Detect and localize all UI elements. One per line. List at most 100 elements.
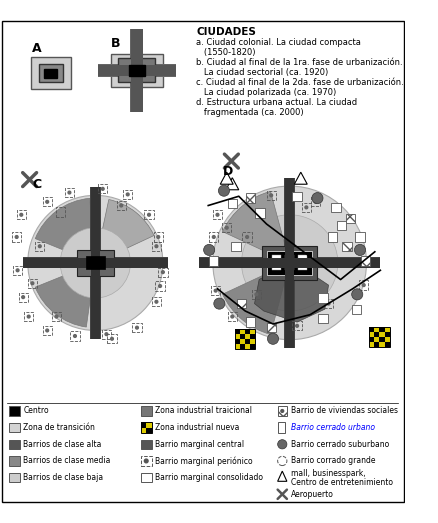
Circle shape (216, 213, 219, 216)
Bar (379, 342, 385, 347)
Circle shape (31, 282, 34, 285)
Bar (131, 29, 144, 112)
Bar (369, 327, 374, 332)
Bar (231, 242, 240, 251)
Bar (385, 327, 390, 332)
Bar (331, 203, 341, 212)
Circle shape (354, 244, 366, 255)
Bar (379, 327, 385, 332)
Text: La ciudad sectorial (ca. 1920): La ciudad sectorial (ca. 1920) (196, 68, 328, 77)
Bar (337, 221, 346, 231)
Bar (298, 263, 307, 270)
Bar (324, 299, 333, 308)
Bar (209, 232, 219, 242)
Bar (251, 344, 255, 349)
Bar (111, 54, 163, 87)
Bar (9, 440, 20, 449)
Text: Barrios de clase alta: Barrios de clase alta (23, 440, 102, 449)
Circle shape (212, 235, 215, 238)
Bar (355, 232, 365, 242)
Circle shape (111, 337, 113, 340)
Bar (52, 312, 61, 321)
Bar (311, 197, 320, 207)
Bar (240, 328, 245, 334)
Bar (213, 210, 222, 219)
Circle shape (155, 245, 158, 247)
Bar (240, 339, 245, 344)
Bar (385, 332, 390, 337)
Bar (369, 332, 374, 337)
Bar (98, 65, 176, 76)
Bar (141, 422, 146, 428)
Bar (243, 232, 252, 242)
Bar (251, 334, 255, 339)
Bar (35, 242, 44, 251)
Circle shape (145, 459, 148, 463)
Bar (31, 58, 71, 89)
Bar (155, 281, 165, 291)
Text: Barrios de clase media: Barrios de clase media (23, 457, 110, 465)
Bar (13, 266, 22, 275)
Circle shape (327, 302, 330, 305)
Text: mall, businesspark,: mall, businesspark, (290, 470, 365, 479)
Text: Barrio marginal consolidado: Barrio marginal consolidado (155, 473, 262, 482)
Bar (123, 190, 132, 199)
Bar (293, 321, 302, 331)
Text: fragmentada (ca. 2000): fragmentada (ca. 2000) (196, 108, 304, 117)
Bar (255, 208, 265, 218)
Bar (228, 312, 237, 321)
Bar (272, 263, 281, 270)
Bar (9, 456, 20, 465)
Bar (42, 197, 52, 207)
Bar (56, 207, 65, 217)
Text: Barrios de clase baja: Barrios de clase baja (23, 473, 103, 482)
Circle shape (120, 204, 123, 207)
Bar (129, 65, 145, 76)
Bar (361, 256, 370, 266)
Circle shape (16, 269, 19, 271)
Circle shape (281, 410, 284, 412)
Bar (240, 334, 245, 339)
Text: Barrio cerrado urbano: Barrio cerrado urbano (290, 423, 374, 432)
Bar (152, 242, 161, 251)
Bar (374, 332, 379, 337)
Circle shape (39, 245, 41, 247)
Text: b. Ciudad al final de la 1ra. fase de urbanización.: b. Ciudad al final de la 1ra. fase de ur… (196, 58, 403, 67)
Text: Barrio corrado grande: Barrio corrado grande (290, 457, 375, 465)
Bar (132, 323, 141, 332)
Text: B: B (111, 37, 120, 50)
Bar (12, 232, 21, 242)
Bar (44, 69, 57, 78)
Wedge shape (35, 198, 95, 263)
Bar (235, 339, 240, 344)
Wedge shape (35, 263, 95, 327)
Bar (278, 422, 285, 433)
Bar (235, 334, 240, 339)
Bar (379, 332, 385, 337)
Text: Barrio marginal periónico: Barrio marginal periónico (155, 456, 252, 465)
Circle shape (74, 335, 76, 337)
Bar (346, 214, 355, 223)
Text: Barrio marginal central: Barrio marginal central (155, 440, 244, 449)
Wedge shape (223, 263, 290, 334)
Text: La ciudad polarizada (ca. 1970): La ciudad polarizada (ca. 1970) (196, 88, 336, 97)
Bar (145, 210, 154, 219)
Polygon shape (220, 172, 233, 184)
Circle shape (204, 244, 215, 255)
Bar (240, 344, 245, 349)
Text: Barrio de viviendas sociales: Barrio de viviendas sociales (290, 406, 398, 415)
Bar (146, 422, 152, 428)
Circle shape (246, 235, 248, 238)
Bar (141, 456, 152, 465)
Text: Zona industrial traicional: Zona industrial traicional (155, 406, 251, 415)
Bar (268, 251, 312, 275)
Bar (272, 255, 281, 263)
Text: Zona industrial nueva: Zona industrial nueva (155, 423, 239, 432)
Text: Aeropuerto: Aeropuerto (290, 490, 333, 499)
Bar (318, 314, 328, 323)
Bar (369, 342, 374, 347)
Bar (9, 473, 20, 482)
Bar (77, 250, 114, 276)
Bar (24, 312, 33, 321)
Bar (42, 326, 52, 335)
